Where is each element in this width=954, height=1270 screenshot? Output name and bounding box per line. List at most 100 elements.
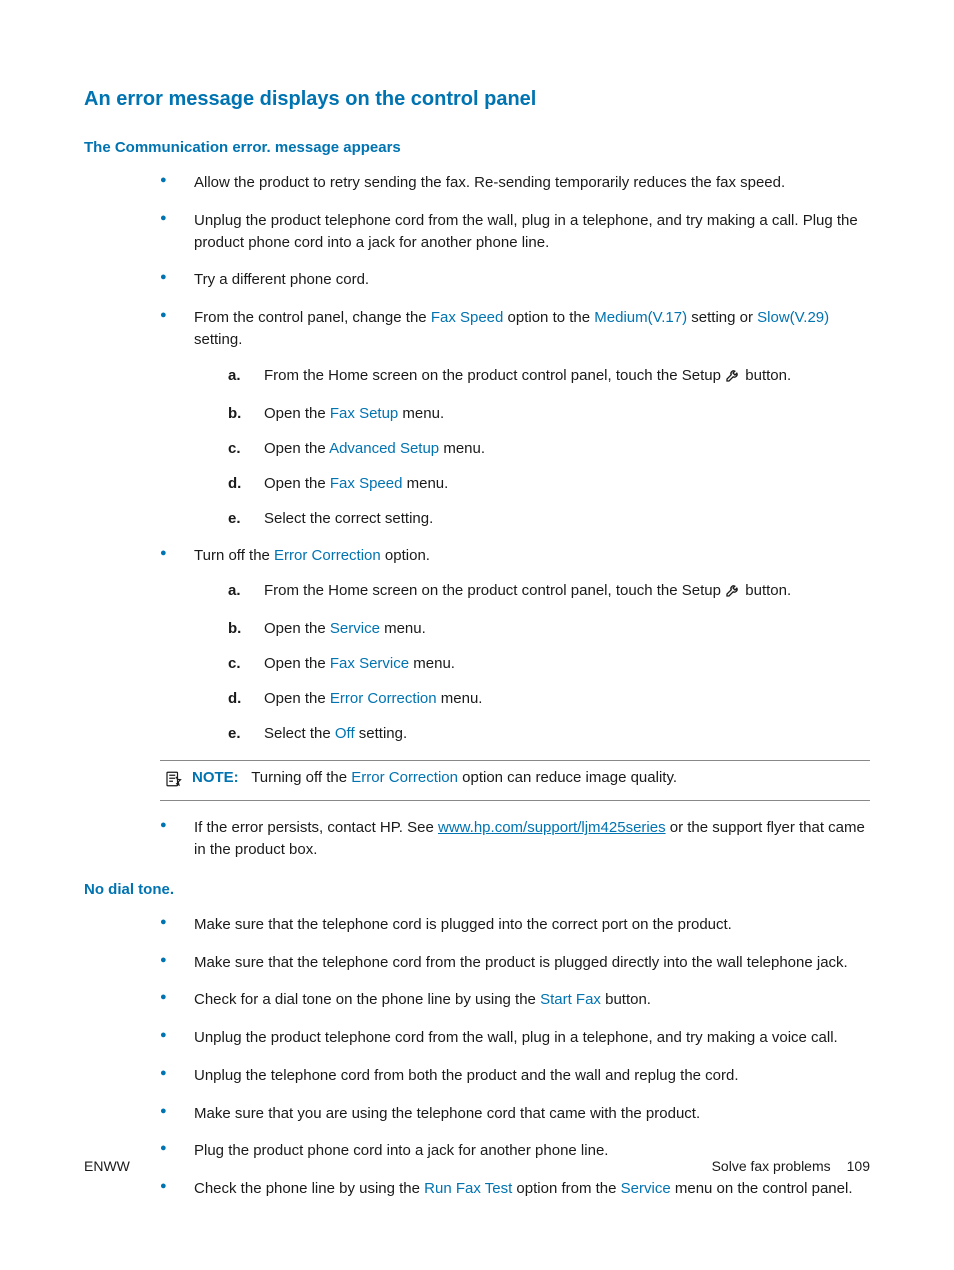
step-marker: b. [228, 618, 241, 639]
list-item: If the error persists, contact HP. See w… [160, 817, 870, 861]
note-content: NOTE: Turning off the Error Correction o… [192, 769, 677, 786]
text: menu. [398, 405, 444, 422]
step-marker: d. [228, 473, 241, 494]
text: Select the [264, 725, 335, 742]
list-item: Unplug the telephone cord from both the … [160, 1065, 870, 1087]
ui-term-medium: Medium(V.17) [594, 309, 687, 326]
no-dial-tone-list: Make sure that the telephone cord is plu… [160, 914, 870, 1200]
text: option can reduce image quality. [458, 769, 677, 786]
wrench-icon [725, 582, 741, 604]
text: menu. [380, 620, 426, 637]
step-item: b. Open the Fax Setup menu. [228, 403, 870, 424]
text: Open the [264, 655, 330, 672]
step-marker: d. [228, 688, 241, 709]
list-item: Make sure that the telephone cord from t… [160, 952, 870, 974]
ui-term-off: Off [335, 725, 355, 742]
text: Open the [264, 440, 329, 457]
list-item: Unplug the product telephone cord from t… [160, 210, 870, 254]
subsection-comm-error: The Communication error. message appears [84, 139, 870, 156]
step-marker: a. [228, 365, 241, 386]
text: option to the [503, 309, 594, 326]
page-container: An error message displays on the control… [0, 0, 954, 1270]
fax-speed-steps: a. From the Home screen on the product co… [194, 365, 870, 529]
page-footer: ENWW Solve fax problems 109 [84, 1158, 870, 1174]
ui-term-fax-service: Fax Service [330, 655, 409, 672]
text: Open the [264, 405, 330, 422]
ui-term-error-correction: Error Correction [330, 690, 437, 707]
step-marker: e. [228, 723, 241, 744]
footer-left: ENWW [84, 1158, 130, 1174]
ui-term-error-correction: Error Correction [351, 769, 458, 786]
ui-term-run-fax-test: Run Fax Test [424, 1180, 512, 1197]
ui-term-start-fax: Start Fax [540, 991, 601, 1008]
step-item: a. From the Home screen on the product co… [228, 580, 870, 604]
step-item: d. Open the Fax Speed menu. [228, 473, 870, 494]
step-item: d. Open the Error Correction menu. [228, 688, 870, 709]
step-item: a. From the Home screen on the product co… [228, 365, 870, 389]
ui-term-fax-speed: Fax Speed [431, 309, 504, 326]
text: setting. [355, 725, 408, 742]
comm-error-list: Allow the product to retry sending the f… [160, 172, 870, 744]
text: menu. [409, 655, 455, 672]
step-marker: a. [228, 580, 241, 601]
ui-term-slow: Slow(V.29) [757, 309, 829, 326]
ui-term-fax-setup: Fax Setup [330, 405, 398, 422]
text: setting or [687, 309, 757, 326]
text: Select the correct setting. [264, 510, 433, 527]
step-marker: c. [228, 438, 241, 459]
footer-right: Solve fax problems 109 [712, 1158, 870, 1174]
text: menu. [439, 440, 485, 457]
text: menu. [437, 690, 483, 707]
list-item: From the control panel, change the Fax S… [160, 307, 870, 529]
list-item: Make sure that the telephone cord is plu… [160, 914, 870, 936]
text: If the error persists, contact HP. See [194, 819, 438, 836]
text: Turn off the [194, 547, 274, 564]
list-item: Check the phone line by using the Run Fa… [160, 1178, 870, 1200]
text: setting. [194, 331, 242, 348]
list-item: Unplug the product telephone cord from t… [160, 1027, 870, 1049]
step-item: c. Open the Fax Service menu. [228, 653, 870, 674]
step-item: c. Open the Advanced Setup menu. [228, 438, 870, 459]
subsection-no-dial-tone: No dial tone. [84, 881, 870, 898]
step-item: e. Select the Off setting. [228, 723, 870, 744]
text: Open the [264, 475, 330, 492]
text: option from the [512, 1180, 620, 1197]
comm-error-list-continued: If the error persists, contact HP. See w… [160, 817, 870, 861]
page-number: 109 [847, 1158, 870, 1174]
step-marker: c. [228, 653, 241, 674]
list-item: Try a different phone cord. [160, 269, 870, 291]
footer-section-label: Solve fax problems [712, 1158, 831, 1174]
ui-term-advanced-setup: Advanced Setup [329, 440, 439, 457]
step-marker: b. [228, 403, 241, 424]
text: button. [601, 991, 651, 1008]
support-link[interactable]: www.hp.com/support/ljm425series [438, 819, 666, 836]
ui-term-service: Service [330, 620, 380, 637]
list-item: Turn off the Error Correction option. a.… [160, 545, 870, 745]
text: button. [741, 367, 791, 384]
text: Check the phone line by using the [194, 1180, 424, 1197]
step-marker: e. [228, 508, 241, 529]
section-title: An error message displays on the control… [84, 88, 870, 111]
text: Open the [264, 690, 330, 707]
text: option. [381, 547, 430, 564]
ui-term-service: Service [621, 1180, 671, 1197]
ui-term-error-correction: Error Correction [274, 547, 381, 564]
note-icon [164, 770, 182, 792]
text: From the Home screen on the product cont… [264, 367, 725, 384]
text: From the control panel, change the [194, 309, 431, 326]
text: From the Home screen on the product cont… [264, 582, 725, 599]
text: button. [741, 582, 791, 599]
ui-term-fax-speed: Fax Speed [330, 475, 403, 492]
text: Check for a dial tone on the phone line … [194, 991, 540, 1008]
text: menu. [402, 475, 448, 492]
list-item: Check for a dial tone on the phone line … [160, 989, 870, 1011]
text: Open the [264, 620, 330, 637]
step-item: b. Open the Service menu. [228, 618, 870, 639]
text: Turning off the [251, 769, 351, 786]
error-correction-steps: a. From the Home screen on the product co… [194, 580, 870, 744]
wrench-icon [725, 367, 741, 389]
list-item: Make sure that you are using the telepho… [160, 1103, 870, 1125]
step-item: e. Select the correct setting. [228, 508, 870, 529]
note-label: NOTE: [192, 769, 239, 786]
text: menu on the control panel. [671, 1180, 853, 1197]
